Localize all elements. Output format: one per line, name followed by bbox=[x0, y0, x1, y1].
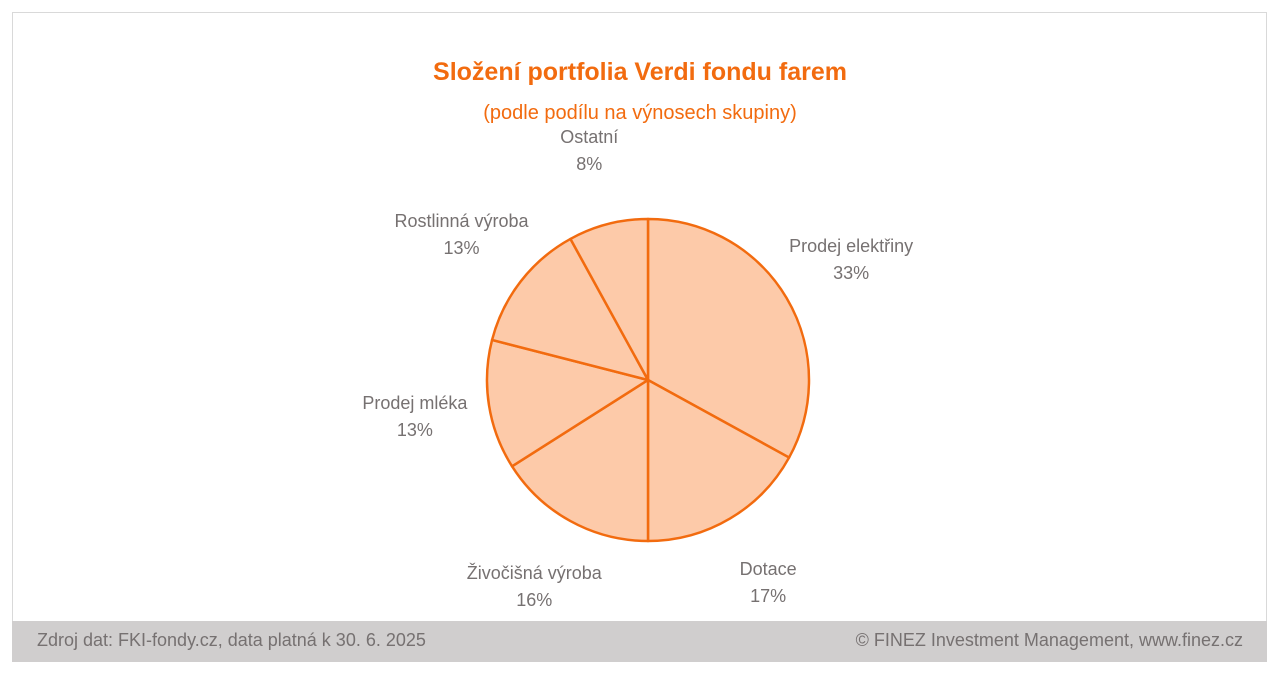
slice-label-name: Živočišná výroba bbox=[466, 562, 602, 583]
pie-slice bbox=[569, 217, 650, 382]
pie-slice bbox=[490, 237, 650, 382]
slice-label-name: Prodej mléka bbox=[362, 392, 468, 413]
slice-label: Prodej elektřiny 33% bbox=[741, 233, 961, 287]
slice-label: Rostlinná výroba 13% bbox=[352, 208, 572, 262]
footer-bar bbox=[12, 621, 1267, 662]
pie-slice bbox=[646, 378, 791, 543]
slice-label: Živočišná výroba 16% bbox=[424, 560, 644, 614]
slice-label: Prodej mléka 13% bbox=[305, 390, 525, 444]
pie-slice bbox=[510, 378, 650, 543]
slice-label: Dotace 17% bbox=[658, 556, 878, 610]
slice-label-value: 33% bbox=[833, 262, 870, 283]
slice-label-value: 8% bbox=[576, 154, 603, 175]
chart-subtitle: (podle podílu na výnosech skupiny) bbox=[483, 102, 797, 124]
slice-label-name: Dotace bbox=[739, 559, 797, 580]
slice-label: Ostatní 8% bbox=[479, 124, 699, 178]
slice-label-name: Rostlinná výroba bbox=[394, 211, 529, 232]
slice-label-value: 13% bbox=[396, 419, 433, 440]
pie-slice bbox=[485, 338, 650, 468]
slice-label-name: Prodej elektřiny bbox=[789, 235, 914, 256]
slice-label-value: 13% bbox=[443, 238, 480, 259]
footer-source: Zdroj dat: FKI-fondy.cz, data platná k 3… bbox=[37, 630, 426, 650]
chart-title: Složení portfolia Verdi fondu farem bbox=[433, 58, 847, 86]
slice-label-value: 16% bbox=[516, 589, 553, 610]
slice-label-name: Ostatní bbox=[560, 127, 619, 148]
slice-label-value: 17% bbox=[750, 586, 787, 607]
footer-copyright: © FINEZ Investment Management, www.finez… bbox=[855, 630, 1243, 650]
pie-slice bbox=[646, 217, 811, 459]
